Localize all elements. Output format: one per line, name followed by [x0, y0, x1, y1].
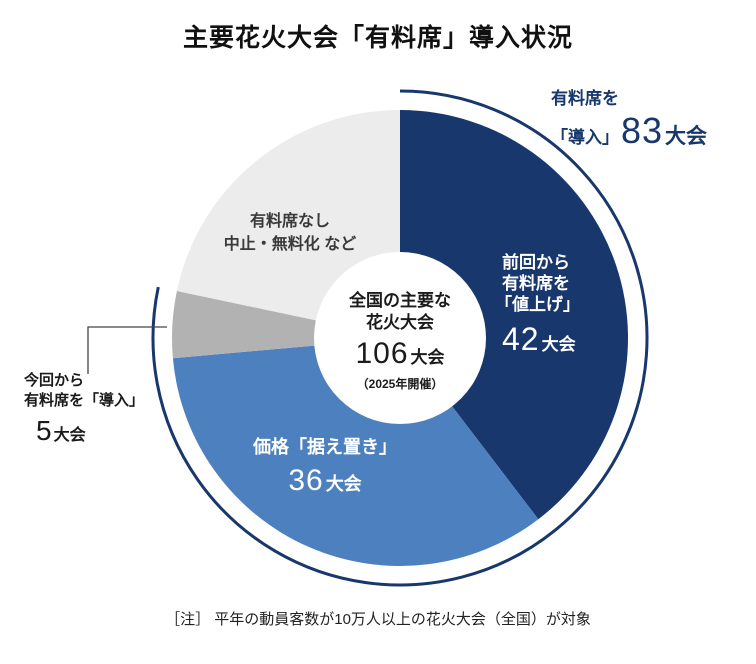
label-new-line2: 有料席を「導入」: [24, 392, 145, 409]
label-center-line2: 花火大会: [366, 313, 434, 332]
label-none-line1: 有料席なし: [249, 213, 330, 230]
label-new-value: 5: [36, 415, 52, 446]
label-none: 有料席なし 中止・無料化 など: [198, 210, 382, 256]
label-keep-value: 36: [288, 464, 324, 497]
label-paid-total-prefix: 「導入」: [551, 128, 619, 147]
label-new: 今回から 有料席を「導入」 5 大会: [24, 371, 144, 447]
chart-title: 主要花火大会「有料席」導入状況: [182, 24, 573, 52]
pie-slices: [171, 109, 629, 567]
outer-arc-paid-total: [151, 89, 649, 587]
pie-slice-1: [400, 110, 629, 520]
pie-slice-2: [172, 338, 539, 567]
label-center-value: 106: [355, 337, 409, 370]
label-keep-unit: 大会: [325, 474, 362, 494]
label-keep-line1: 価格「据え置き」: [253, 437, 397, 457]
label-raise: 前回から 有料席を 「値上げ」 42 大会: [495, 252, 580, 358]
label-raise-value: 42: [502, 321, 540, 357]
label-paid-total-unit: 大会: [665, 125, 708, 148]
label-raise-line1: 前回から: [502, 253, 570, 272]
label-paid-total-value: 83: [621, 110, 664, 151]
connector-line-new5: [87, 326, 167, 374]
label-center-unit: 大会: [410, 348, 445, 367]
label-center-line1: 全国の主要な: [349, 291, 451, 310]
label-raise-line3: 「値上げ」: [495, 295, 580, 314]
label-none-line2: 中止・無料化 など: [223, 236, 357, 253]
label-raise-line2: 有料席を: [502, 274, 570, 293]
label-center-subtitle: （2025年開催）: [356, 377, 444, 391]
footnote: ［注］ 平年の動員客数が10万人以上の花火大会（全国）が対象: [165, 611, 591, 628]
label-keep: 価格「据え置き」 36 大会: [235, 436, 415, 498]
label-paid-total-line1: 有料席を: [551, 89, 619, 108]
label-raise-unit: 大会: [541, 335, 576, 354]
label-paid-total: 有料席を 「導入」 83 大会: [551, 88, 707, 152]
label-new-line1: 今回から: [24, 372, 85, 389]
label-new-unit: 大会: [53, 427, 86, 444]
label-center-total: 全国の主要な 花火大会 106 大会 （2025年開催）: [300, 290, 500, 392]
donut-hole: [314, 252, 486, 424]
